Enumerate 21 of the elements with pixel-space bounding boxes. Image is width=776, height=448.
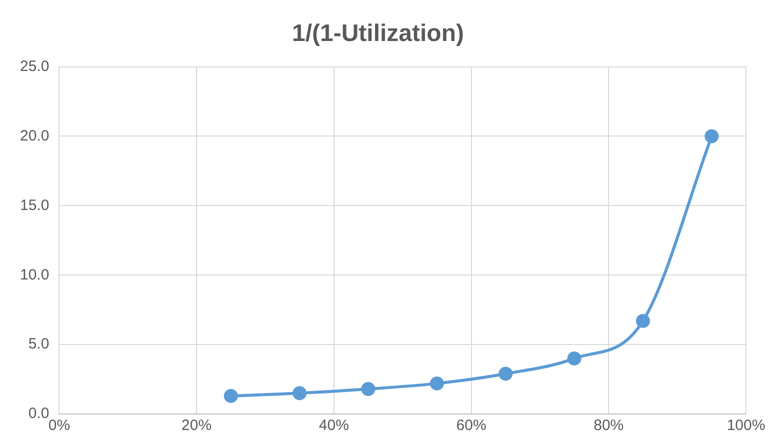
y-tick-label: 25.0 (20, 58, 50, 75)
point (430, 376, 444, 390)
y-tick-label: 15.0 (20, 196, 50, 214)
point (224, 388, 238, 403)
x-tick-label: 60% (456, 417, 486, 434)
point (704, 129, 719, 144)
x-tick-label: 80% (594, 417, 624, 434)
x-tick-label: 20% (182, 417, 212, 434)
point (292, 386, 307, 400)
chart-title: 1/(1-Utilization) (292, 20, 464, 48)
point (498, 366, 513, 381)
point (636, 314, 650, 328)
y-tick-label: 0.0 (28, 405, 50, 422)
y-tick-label: 10.0 (20, 266, 50, 284)
point (361, 382, 376, 396)
x-tick-label: 40% (318, 417, 349, 434)
x-tick-label: 100% (726, 417, 766, 434)
x-tick-label: 0% (48, 417, 70, 434)
point (567, 351, 582, 366)
y-tick-label: 5.0 (28, 336, 50, 353)
y-tick-label: 20.0 (20, 127, 50, 144)
